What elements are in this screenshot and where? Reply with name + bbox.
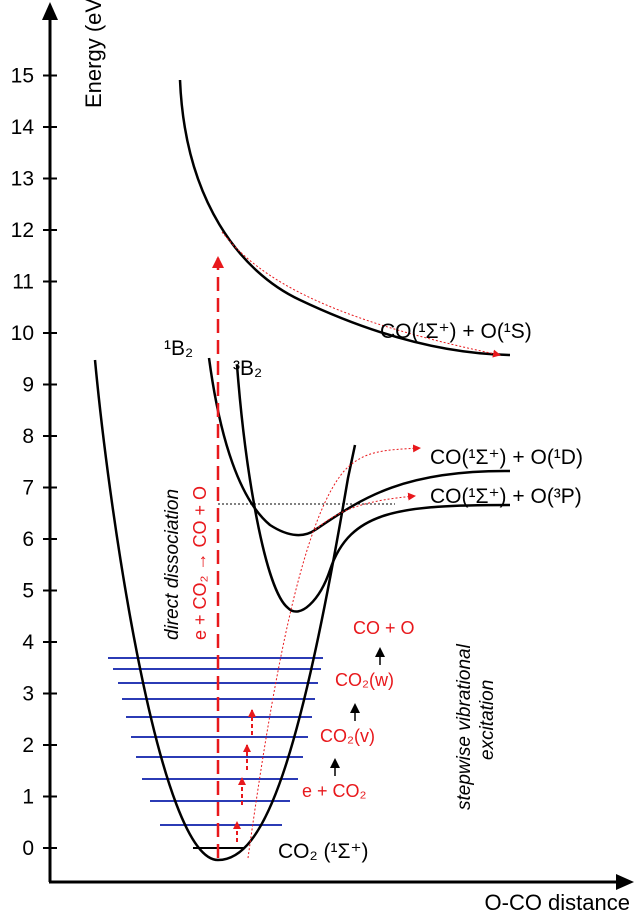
asymptote-o3p-label: CO(¹Σ⁺) + O(³P): [430, 485, 582, 508]
y-tick-label: 7: [22, 477, 34, 500]
direct-reaction-label: e + CO₂ → CO + O: [190, 486, 210, 640]
y-tick-label: 8: [22, 425, 34, 448]
y-tick-label: 12: [11, 219, 34, 242]
y-tick-label: 1: [22, 786, 34, 809]
stepwise-caption-line2: excitation: [477, 680, 498, 760]
step-co-plus-o: CO + O: [353, 618, 415, 638]
y-tick-label: 14: [11, 116, 35, 139]
triplet-b2-curve: [235, 364, 511, 613]
ground-state-curve: [93, 359, 357, 862]
y-tick-label: 4: [22, 631, 34, 654]
singlet-b2-curve: [207, 357, 511, 537]
y-tick-label: 5: [22, 580, 34, 603]
y-tick-label: 2: [22, 734, 34, 757]
y-tick-label: 0: [22, 837, 34, 860]
stepwise-caption-line1: stepwise vibrational: [454, 643, 475, 810]
upper-state-path: [221, 231, 501, 358]
y-axis-arrowhead: [42, 2, 58, 20]
y-tick-label: 13: [11, 168, 34, 191]
x-axis-title: O-CO distance: [485, 890, 631, 915]
y-tick-label: 9: [22, 374, 34, 397]
o3p-path: [314, 492, 416, 531]
step-co2-v: CO₂(v): [320, 726, 375, 746]
step-co2-w: CO₂(w): [335, 670, 394, 690]
y-tick-label: 11: [12, 271, 34, 294]
y-axis-title: Energy (eV): [81, 0, 106, 108]
upper-state-curve: [178, 79, 511, 357]
ground-state-label: CO₂ (¹Σ⁺): [278, 840, 369, 863]
y-tick-label: 15: [11, 65, 34, 88]
asymptote-o1d-label: CO(¹Σ⁺) + O(¹D): [430, 446, 583, 469]
y-tick-label: 3: [22, 683, 34, 706]
triplet-b2-label: ³B₂: [233, 357, 262, 380]
y-tick-label: 6: [22, 528, 34, 551]
step-e-plus-co2: e + CO₂: [302, 781, 367, 801]
singlet-b2-label: ¹B₂: [164, 337, 193, 360]
asymptote-o1s-label: CO(¹Σ⁺) + O(¹S): [380, 320, 532, 343]
x-axis-arrowhead: [616, 874, 634, 890]
y-tick-label: 10: [11, 322, 34, 345]
o1d-path: [247, 444, 421, 859]
direct-dissociation-caption: direct dissociation: [162, 489, 183, 640]
